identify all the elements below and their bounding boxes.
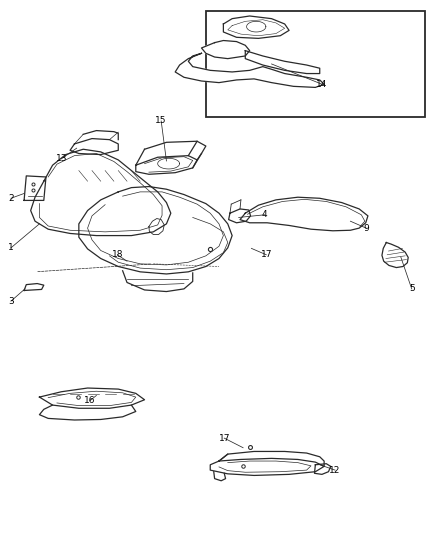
Polygon shape (223, 16, 289, 38)
Polygon shape (382, 243, 408, 268)
Text: 12: 12 (329, 466, 341, 474)
Polygon shape (24, 284, 44, 290)
Polygon shape (201, 41, 250, 59)
Polygon shape (39, 388, 145, 408)
Polygon shape (175, 53, 324, 87)
Polygon shape (24, 176, 46, 200)
Text: 4: 4 (262, 211, 267, 219)
Text: 15: 15 (155, 117, 167, 125)
Polygon shape (240, 197, 368, 231)
Text: 1: 1 (8, 244, 14, 252)
Text: 17: 17 (261, 251, 272, 259)
Polygon shape (31, 149, 171, 236)
Polygon shape (228, 20, 285, 36)
Text: 9: 9 (363, 224, 369, 232)
Text: 14: 14 (316, 80, 328, 88)
Polygon shape (314, 464, 331, 474)
Polygon shape (79, 187, 232, 274)
Text: 3: 3 (8, 297, 14, 305)
Text: 18: 18 (112, 251, 123, 259)
Polygon shape (70, 139, 118, 155)
Text: 16: 16 (84, 397, 95, 405)
Text: 13: 13 (56, 155, 67, 163)
Polygon shape (245, 51, 320, 74)
Bar (206, 11, 425, 117)
Text: 17: 17 (219, 434, 230, 442)
Text: 5: 5 (409, 285, 415, 293)
Polygon shape (149, 219, 164, 235)
Text: 2: 2 (8, 194, 14, 203)
Polygon shape (136, 156, 197, 174)
Polygon shape (210, 458, 324, 475)
Polygon shape (229, 209, 251, 223)
